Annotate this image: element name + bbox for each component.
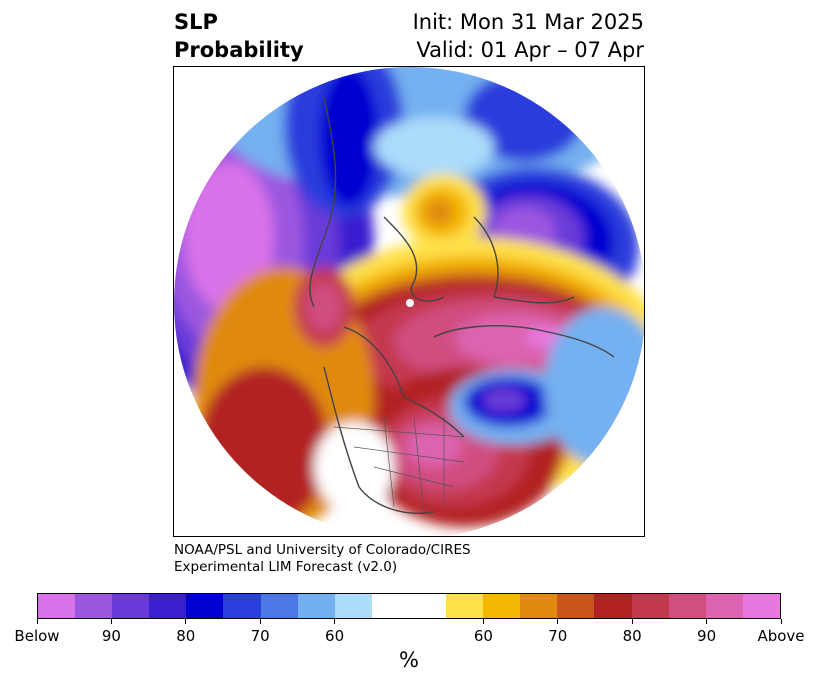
colorbar-tick-label: 60 <box>325 627 345 645</box>
colorbar-tickmark <box>780 619 782 624</box>
colorbar-tickmark <box>631 619 633 624</box>
colorbar-tick-label: 80 <box>176 627 196 645</box>
colorbar-swatch-6 <box>260 594 298 618</box>
colorbar-swatch-8 <box>334 594 372 618</box>
colorbar-swatch-0 <box>38 594 76 618</box>
credit-line-1: NOAA/PSL and University of Colorado/CIRE… <box>174 542 471 558</box>
forecast-dates: Init: Mon 31 Mar 2025 Valid: 01 Apr – 07… <box>413 8 644 64</box>
colorbar-tickmark <box>36 619 38 624</box>
colorbar-unit: % <box>399 648 419 672</box>
colorbar-swatch-11 <box>446 594 484 618</box>
colorbar-swatch-17 <box>668 594 706 618</box>
colorbar-swatch-7 <box>297 594 335 618</box>
colorbar-swatch-1 <box>75 594 113 618</box>
colorbar-tick-label: 70 <box>548 627 568 645</box>
valid-range: Valid: 01 Apr – 07 Apr <box>416 38 644 62</box>
colorbar-swatch-5 <box>223 594 261 618</box>
colorbar-tick-label: Above <box>757 627 805 645</box>
colorbar-tickmark <box>334 619 336 624</box>
colorbar-tickmark <box>706 619 708 624</box>
colorbar-tick-label: 70 <box>250 627 270 645</box>
colorbar-tickmark <box>482 619 484 624</box>
colorbar-swatch-18 <box>705 594 743 618</box>
colorbar-swatch-10 <box>408 594 447 618</box>
colorbar-swatch-2 <box>112 594 150 618</box>
colorbar-swatch-4 <box>186 594 224 618</box>
credit-text: NOAA/PSL and University of Colorado/CIRE… <box>174 542 471 576</box>
map-svg <box>174 67 644 536</box>
colorbar-swatch-12 <box>483 594 521 618</box>
colorbar-tick-label: 80 <box>622 627 642 645</box>
colorbar-swatch-14 <box>557 594 595 618</box>
colorbar-tickmark <box>557 619 559 624</box>
colorbar-tickmark <box>110 619 112 624</box>
credit-line-2: Experimental LIM Forecast (v2.0) <box>174 559 398 575</box>
colorbar-tick-label: Below <box>14 627 60 645</box>
colorbar-tick-label: 90 <box>101 627 121 645</box>
colorbar-tickmark <box>259 619 261 624</box>
colorbar-tick-label: 60 <box>473 627 493 645</box>
colorbar-swatch-15 <box>594 594 632 618</box>
title-variable: SLP <box>174 10 218 34</box>
map-title: SLP Probability <box>174 8 304 64</box>
colorbar-tickmark <box>185 619 187 624</box>
north-pole-marker <box>406 299 414 307</box>
colorbar-tick-label: 90 <box>697 627 717 645</box>
probability-colorbar <box>37 593 781 619</box>
colorbar-swatch-13 <box>520 594 558 618</box>
init-date: Init: Mon 31 Mar 2025 <box>412 10 644 34</box>
colorbar-swatch-3 <box>149 594 187 618</box>
colorbar-swatch-19 <box>742 594 780 618</box>
title-quantity: Probability <box>174 38 304 62</box>
colorbar-swatch-9 <box>371 594 409 618</box>
colorbar-swatch-16 <box>631 594 669 618</box>
probability-map <box>173 66 645 537</box>
